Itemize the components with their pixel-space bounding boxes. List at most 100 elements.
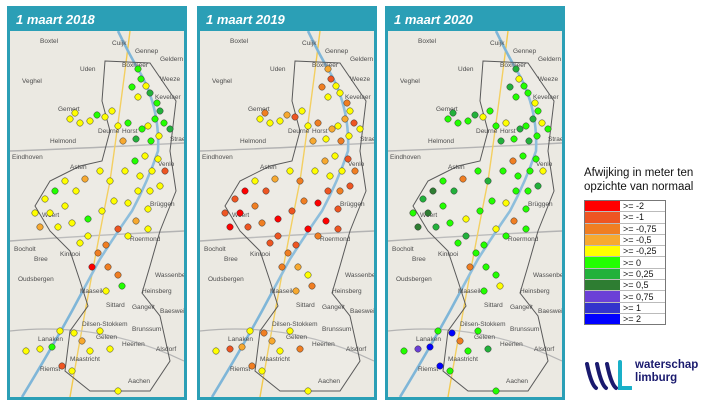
measurement-point xyxy=(334,205,342,213)
measurement-point xyxy=(134,187,142,195)
measurement-point xyxy=(114,122,122,130)
place-label: Sittard xyxy=(106,302,125,309)
measurement-point xyxy=(231,195,239,203)
measurement-point xyxy=(449,109,457,117)
measurement-point xyxy=(226,345,234,353)
measurement-point xyxy=(114,387,122,395)
legend-item: >= 1 xyxy=(585,302,665,314)
measurement-point xyxy=(341,115,349,123)
measurement-point xyxy=(146,187,154,195)
measurement-point xyxy=(260,329,268,337)
place-label: Eindhoven xyxy=(202,154,233,161)
measurement-point xyxy=(101,113,109,121)
measurement-point xyxy=(444,115,452,123)
measurement-point xyxy=(509,157,517,165)
measurement-point xyxy=(144,122,152,130)
place-label: Geleen xyxy=(286,334,307,341)
place-label: Baesweiler xyxy=(350,308,374,315)
place-label: Horst xyxy=(500,128,516,135)
measurement-point xyxy=(436,362,444,370)
place-label: Gangelt xyxy=(322,304,345,311)
measurement-point xyxy=(486,107,494,115)
measurement-point xyxy=(212,347,220,355)
measurement-point xyxy=(226,223,234,231)
measurement-point xyxy=(512,93,520,101)
legend-label: >= 0,5 xyxy=(623,280,649,291)
place-label: Deurne xyxy=(98,128,120,135)
measurement-point xyxy=(161,167,169,175)
place-label: Helmond xyxy=(50,138,76,145)
place-label: Geldern xyxy=(160,56,184,63)
measurement-point xyxy=(154,155,162,163)
measurement-point xyxy=(502,232,510,240)
measurement-point xyxy=(351,167,359,175)
measurement-point xyxy=(36,345,44,353)
place-label: Lanaken xyxy=(416,336,441,343)
place-label: Brüggen xyxy=(150,201,175,208)
place-label: Brunssum xyxy=(510,326,539,333)
measurement-point xyxy=(146,89,154,97)
measurement-point xyxy=(450,187,458,195)
measurement-point xyxy=(283,111,291,119)
measurement-point xyxy=(88,263,96,271)
measurement-point xyxy=(514,172,522,180)
measurement-point xyxy=(519,152,527,160)
logo-line2: limburg xyxy=(635,372,678,384)
measurement-point xyxy=(343,99,351,107)
measurement-point xyxy=(462,215,470,223)
place-label: Bocholt xyxy=(14,246,36,253)
measurement-point xyxy=(128,83,136,91)
place-label: Oudsbergen xyxy=(396,276,432,283)
measurement-point xyxy=(114,225,122,233)
measurement-point xyxy=(54,223,62,231)
place-label: Maastricht xyxy=(260,356,290,363)
panel-title: 1 maart 2020 xyxy=(394,12,473,27)
measurement-point xyxy=(409,209,417,217)
measurement-point xyxy=(350,119,358,127)
measurement-point xyxy=(432,223,440,231)
legend-label: >= 2 xyxy=(623,314,642,325)
measurement-point xyxy=(515,75,523,83)
legend-label: >= -1 xyxy=(623,212,645,223)
place-label: Helmond xyxy=(428,138,454,145)
place-label: Straelen xyxy=(360,136,374,143)
place-label: Heerlen xyxy=(122,341,145,348)
legend-label: >= 0,75 xyxy=(623,291,654,302)
legend-item: >= 2 xyxy=(585,313,665,325)
place-label: Baesweiler xyxy=(538,308,562,315)
measurement-point xyxy=(334,122,342,130)
legend-swatch xyxy=(585,313,620,325)
measurement-point xyxy=(314,199,322,207)
legend-label: >= -2 xyxy=(623,201,645,212)
place-label: Gennep xyxy=(513,48,537,55)
place-label: Bocholt xyxy=(204,246,226,253)
place-label: Oudsbergen xyxy=(18,276,54,283)
measurement-point xyxy=(532,155,540,163)
measurement-point xyxy=(510,217,518,225)
logo-text: waterschap limburg xyxy=(635,359,698,385)
measurement-point xyxy=(68,219,76,227)
legend-label: >= -0,75 xyxy=(623,223,657,234)
measurement-point xyxy=(251,202,259,210)
measurement-point xyxy=(271,175,279,183)
logo-line1: waterschap xyxy=(635,359,699,371)
measurement-point xyxy=(131,157,139,165)
measurement-point xyxy=(51,187,59,195)
measurement-point xyxy=(334,225,342,233)
legend-swatch xyxy=(585,291,620,302)
measurement-point xyxy=(454,119,462,127)
place-label: Weeze xyxy=(160,76,180,83)
measurement-point xyxy=(76,119,84,127)
measurement-point xyxy=(124,199,132,207)
place-label: Roermond xyxy=(508,236,539,243)
legend-label: >= -0,5 xyxy=(623,235,652,246)
measurement-point xyxy=(419,195,427,203)
place-label: Cuijk xyxy=(490,40,505,47)
measurement-point xyxy=(516,125,524,133)
measurement-point xyxy=(324,93,332,101)
place-label: Veghel xyxy=(400,78,420,85)
measurement-point xyxy=(400,347,408,355)
legend-item: >= -0,5 xyxy=(585,234,665,247)
measurement-point xyxy=(61,202,69,210)
measurement-point xyxy=(531,99,539,107)
